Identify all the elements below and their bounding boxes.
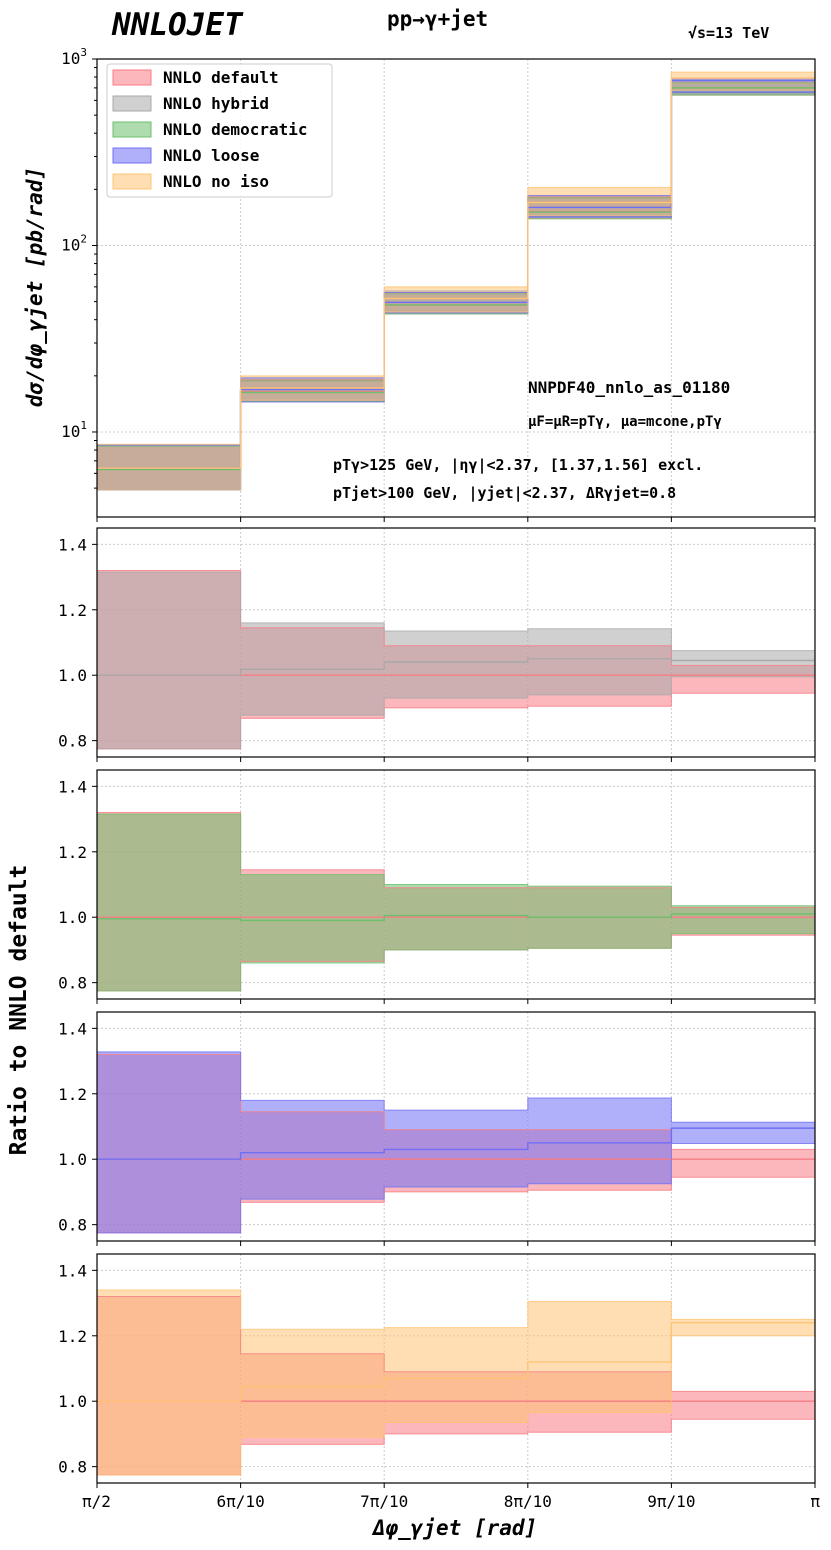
- panel-frame: [96, 1011, 816, 1242]
- x-tick-label: π: [810, 1492, 820, 1511]
- line-central-hybrid: [97, 658, 815, 676]
- band-democratic: [671, 905, 815, 934]
- panel-main: 101 102 103: [61, 46, 816, 522]
- band-democratic: [240, 874, 385, 964]
- line-low-democratic: [97, 933, 815, 992]
- y-tick-label: 102: [61, 232, 87, 254]
- y-tick-label: 1.2: [58, 601, 87, 620]
- y-tick-label: 101: [61, 419, 87, 441]
- line-central-noiso: [97, 77, 815, 469]
- legend-swatch-default: [112, 69, 152, 86]
- y-tick-label: 0.8: [58, 1458, 87, 1477]
- legend-label-loose: NNLO loose: [163, 146, 259, 165]
- y-tick-label: 1.4: [58, 777, 87, 796]
- x-tick-label: 9π/10: [647, 1492, 695, 1511]
- panel-ratio-noiso: 0.8 1.0 1.2 1.4: [58, 1253, 816, 1488]
- y-tick-label: 1.0: [58, 1150, 87, 1169]
- band-noiso: [384, 1327, 528, 1423]
- pdf-annotation: NNPDF40_nnlo_as_01180: [528, 378, 730, 397]
- y-tick-label: 1.4: [58, 535, 87, 554]
- energy-label: √s=13 TeV: [688, 24, 769, 42]
- line-low-loose: [97, 1143, 815, 1234]
- x-tick-label: 7π/10: [360, 1492, 408, 1511]
- x-axis-label: Δφ_γjet [rad]: [371, 1516, 537, 1540]
- y-tick-label: 0.8: [58, 1216, 87, 1235]
- y-tick-label: 1.2: [58, 1327, 87, 1346]
- line-high-loose: [97, 1051, 815, 1123]
- y-tick-label: 1.0: [58, 908, 87, 927]
- legend-label-default: NNLO default: [163, 68, 279, 87]
- legend-label-democratic: NNLO democratic: [163, 120, 308, 139]
- main-y-axis-label: dσ/dφ_γjet [pb/rad]: [23, 167, 47, 407]
- y-tick-label: 1.0: [58, 1392, 87, 1411]
- band-loose: [384, 1110, 528, 1188]
- y-tick-label: 0.8: [58, 974, 87, 993]
- line-high-democratic: [97, 813, 815, 907]
- legend-label-hybrid: NNLO hybrid: [163, 94, 269, 113]
- band-noiso: [97, 1289, 241, 1475]
- panel-ratio-loose: 0.8 1.0 1.2 1.4: [58, 1011, 816, 1246]
- panel-ratio-democratic: 0.8 1.0 1.2 1.4: [58, 769, 816, 1004]
- legend-label-noiso: NNLO no iso: [163, 172, 269, 191]
- legend-swatch-hybrid: [112, 95, 152, 112]
- process-label: pp→γ+jet: [387, 7, 488, 31]
- y-tick-label: 1.2: [58, 1085, 87, 1104]
- band-hybrid: [384, 631, 528, 699]
- legend: NNLO default NNLO hybrid NNLO democratic NN…: [106, 63, 333, 198]
- band-noiso: [97, 444, 241, 490]
- band-noiso: [527, 187, 672, 216]
- panel-frame: [96, 769, 816, 1000]
- y-tick-label: 1.4: [58, 1261, 87, 1280]
- panel-ratio-hybrid: 0.8 1.0 1.2 1.4: [58, 527, 816, 762]
- band-default: [671, 1149, 815, 1178]
- y-tick-label: 1.2: [58, 843, 87, 862]
- x-tick-label: π/2: [82, 1492, 111, 1511]
- band-noiso: [240, 1329, 385, 1438]
- panel-frame: [96, 58, 816, 518]
- x-tick-label: 6π/10: [217, 1492, 265, 1511]
- band-loose: [671, 1122, 815, 1144]
- band-noiso: [671, 1319, 815, 1336]
- band-loose: [97, 1051, 241, 1233]
- band-default: [671, 1391, 815, 1420]
- x-tick-label: 8π/10: [504, 1492, 552, 1511]
- legend-swatch-noiso: [112, 173, 152, 190]
- legend-swatch-democratic: [112, 121, 152, 138]
- line-central-noiso: [97, 1322, 815, 1402]
- y-tick-label: 103: [61, 46, 87, 68]
- panel-frame: [96, 527, 816, 758]
- legend-swatch-loose: [112, 147, 152, 164]
- line-central-democratic: [97, 913, 815, 922]
- scales-annotation: μF=μR=pTγ, μa=mcone,pTγ: [528, 414, 722, 430]
- band-loose: [240, 1100, 385, 1200]
- band-noiso: [527, 1301, 672, 1413]
- cuts-annotation-2: pTjet>100 GeV, |yjet|<2.37, ΔRγjet=0.8: [333, 484, 676, 503]
- legend-box: [106, 63, 333, 198]
- line-low-hybrid: [97, 676, 815, 750]
- panel-frame: [96, 1253, 816, 1484]
- band-democratic: [97, 814, 241, 991]
- line-low-noiso: [97, 1335, 815, 1476]
- y-tick-label: 0.8: [58, 732, 87, 751]
- band-hybrid: [671, 650, 815, 677]
- line-high-hybrid: [97, 571, 815, 652]
- ratio-y-axis-label: Ratio to NNLO default: [6, 865, 32, 1156]
- band-hybrid: [97, 572, 241, 749]
- band-loose: [527, 1098, 672, 1184]
- y-tick-label: 1.0: [58, 666, 87, 685]
- line-high-noiso: [97, 1289, 815, 1330]
- band-hybrid: [527, 628, 672, 695]
- nnlojet-logo: NNLOJET: [111, 7, 244, 43]
- y-tick-label: 1.4: [58, 1019, 87, 1038]
- cuts-annotation-1: pTγ>125 GeV, |ηγ|<2.37, [1.37,1.56] excl…: [333, 456, 703, 475]
- line-central-loose: [97, 1127, 815, 1160]
